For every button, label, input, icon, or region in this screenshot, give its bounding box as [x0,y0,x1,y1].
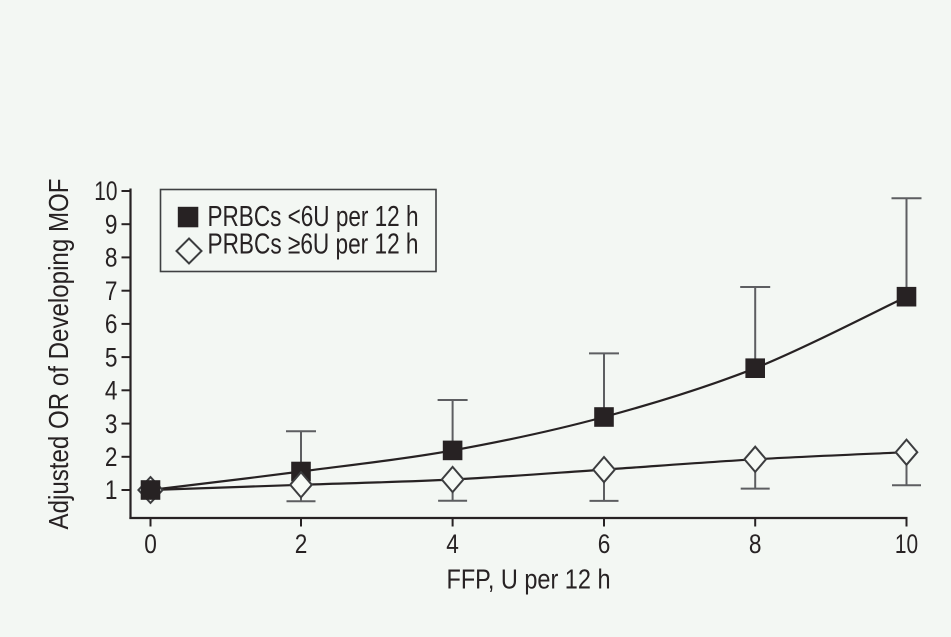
svg-text:5: 5 [105,342,118,372]
svg-text:8: 8 [749,529,762,559]
svg-text:0: 0 [144,529,157,559]
svg-text:9: 9 [105,209,118,239]
svg-text:4: 4 [105,376,118,406]
svg-text:2: 2 [105,442,118,472]
svg-text:FFP, U per 12 h: FFP, U per 12 h [447,564,611,595]
svg-text:Adjusted OR of Developing MOF: Adjusted OR of Developing MOF [43,179,74,530]
svg-text:1: 1 [105,475,118,505]
svg-text:8: 8 [105,243,118,273]
svg-text:3: 3 [105,409,118,439]
svg-text:4: 4 [446,529,459,559]
svg-text:10: 10 [895,529,918,559]
svg-text:6: 6 [598,529,611,559]
svg-text:6: 6 [105,309,118,339]
svg-text:PRBCs <6U per 12 h: PRBCs <6U per 12 h [208,201,419,233]
svg-text:7: 7 [105,276,118,306]
svg-text:PRBCs ≥6U per 12 h: PRBCs ≥6U per 12 h [208,229,419,261]
svg-text:2: 2 [295,529,308,559]
svg-text:10: 10 [94,176,117,206]
